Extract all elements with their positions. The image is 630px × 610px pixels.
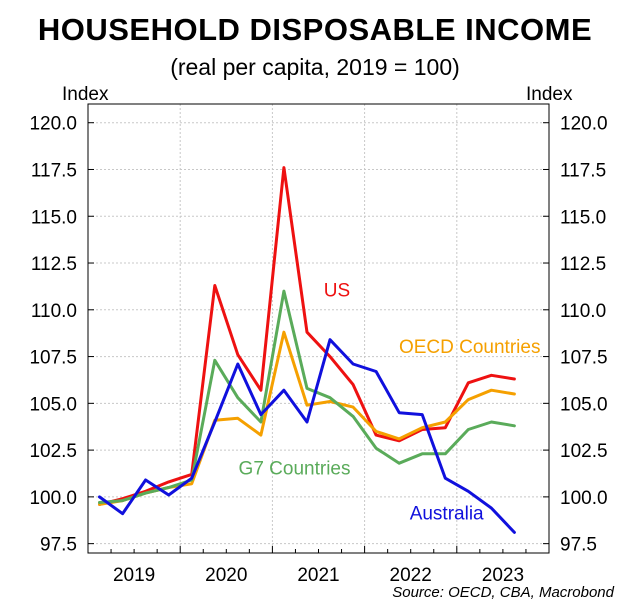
x-tick-label: 2023: [482, 565, 524, 586]
series-label-g7-countries: G7 Countries: [239, 458, 351, 479]
series-line-us: [98, 166, 516, 506]
chart-subtitle: (real per capita, 2019 = 100): [170, 54, 460, 80]
x-tick-label: 2020: [205, 565, 247, 586]
series-line-australia: [98, 338, 516, 534]
y-tick-label-right: 97.5: [560, 535, 597, 556]
y-tick-label-left: 117.5: [31, 160, 77, 181]
x-tick-label: 2019: [113, 565, 155, 586]
x-tick-label: 2022: [390, 565, 432, 586]
y-tick-label-left: 100.0: [29, 488, 77, 509]
y-tick-label-right: 110.0: [560, 301, 606, 322]
y-tick-label-left: 97.5: [40, 535, 77, 556]
y-tick-label-right: 100.0: [560, 488, 608, 509]
y-tick-label-right: 105.0: [560, 394, 608, 415]
y-tick-label-right: 102.5: [560, 441, 608, 462]
series-label-australia: Australia: [410, 503, 484, 524]
source-note: Source: OECD, CBA, Macrobond: [392, 584, 614, 601]
series-line-g7-countries: [98, 289, 516, 504]
y-tick-label-right: 117.5: [560, 160, 606, 181]
y-tick-label-right: 120.0: [560, 114, 608, 135]
y-tick-label-right: 115.0: [560, 207, 606, 228]
y-tick-label-left: 115.0: [31, 207, 77, 228]
y-tick-label-left: 120.0: [29, 114, 77, 135]
y-tick-label-right: 107.5: [560, 348, 608, 369]
y-tick-label-left: 110.0: [31, 301, 77, 322]
y-axis-label-right: Index: [526, 84, 573, 105]
y-tick-label-left: 102.5: [29, 441, 77, 462]
series-label-us: US: [324, 281, 350, 302]
series-label-oecd-countries: OECD Countries: [399, 337, 541, 358]
y-axis-label-left: Index: [62, 84, 109, 105]
chart-title: HOUSEHOLD DISPOSABLE INCOME: [37, 12, 593, 47]
y-tick-label-left: 105.0: [29, 394, 77, 415]
y-tick-label-right: 112.5: [560, 254, 606, 275]
y-tick-label-left: 107.5: [29, 348, 77, 369]
x-tick-label: 2021: [297, 565, 339, 586]
y-tick-label-left: 112.5: [31, 254, 77, 275]
